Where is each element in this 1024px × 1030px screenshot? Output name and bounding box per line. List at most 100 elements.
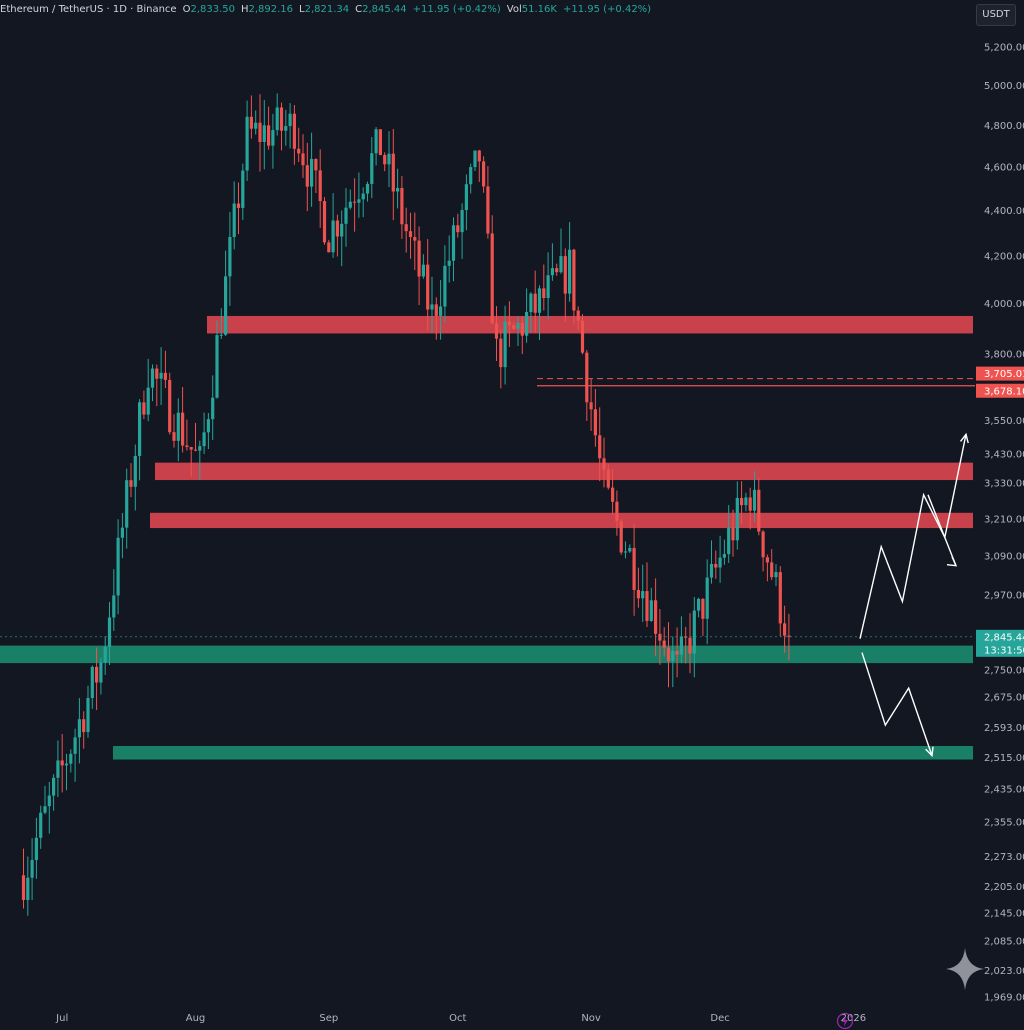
candle-body[interactable] [150,368,155,388]
candle-body[interactable] [628,547,632,552]
candle-body[interactable] [335,220,339,237]
candle-body[interactable] [542,288,546,299]
candle-body[interactable] [748,497,752,511]
candle-body[interactable] [241,170,245,208]
candle-body[interactable] [434,304,438,316]
candle-body[interactable] [163,372,167,380]
support-zone[interactable] [113,745,973,760]
candle-body[interactable] [262,125,266,143]
candle-body[interactable] [641,591,645,599]
candle-body[interactable] [525,312,529,336]
candle-body[interactable] [391,153,395,192]
candle-body[interactable] [757,489,761,532]
candle-body[interactable] [116,537,120,596]
lightning-icon[interactable] [836,1012,854,1030]
candle-body[interactable] [529,293,533,313]
candle-body[interactable] [576,310,580,321]
candle-body[interactable] [56,760,60,778]
bearish-path-arrow[interactable] [861,652,933,756]
candle-body[interactable] [249,116,253,129]
candle-body[interactable] [623,551,628,553]
candle-body[interactable] [181,412,185,446]
candle-body[interactable] [649,600,653,621]
bullish-path-arrow[interactable] [859,434,967,639]
candle-body[interactable] [172,432,176,441]
candle-body[interactable] [47,795,51,807]
candle-body[interactable] [473,150,477,168]
candle-body[interactable] [447,260,451,266]
candle-body[interactable] [198,446,202,451]
candle-body[interactable] [555,268,559,273]
candle-body[interactable] [593,409,597,436]
candle-body[interactable] [292,113,296,149]
candle-body[interactable] [688,637,692,654]
candle-body[interactable] [520,322,524,336]
support-zone[interactable] [0,645,973,664]
candle-body[interactable] [443,265,447,307]
candle-body[interactable] [714,563,718,568]
candle-body[interactable] [408,231,413,238]
candle-body[interactable] [421,264,425,277]
candle-body[interactable] [288,113,292,127]
candle-body[interactable] [138,402,142,456]
candle-body[interactable] [258,122,262,143]
candle-body[interactable] [374,129,378,154]
resistance-zone[interactable] [207,315,973,334]
candle-body[interactable] [413,237,417,241]
candle-body[interactable] [654,600,658,634]
candle-body[interactable] [490,233,494,324]
candle-body[interactable] [64,763,69,766]
candle-body[interactable] [494,323,499,339]
candle-body[interactable] [176,412,180,441]
candle-body[interactable] [301,153,305,166]
candle-body[interactable] [228,236,232,277]
candle-body[interactable] [82,719,86,733]
candle-body[interactable] [125,480,129,528]
candle-body[interactable] [512,325,516,329]
candle-body[interactable] [550,268,554,276]
candle-body[interactable] [310,158,314,187]
candle-body[interactable] [396,187,400,192]
candle-body[interactable] [658,633,662,641]
candle-body[interactable] [254,122,258,129]
candle-body[interactable] [503,321,507,368]
candle-body[interactable] [671,651,675,662]
candle-body[interactable] [611,487,615,502]
candle-body[interactable] [585,352,589,403]
candle-body[interactable] [30,860,34,878]
candle-body[interactable] [697,598,701,611]
candle-body[interactable] [598,435,602,459]
candle-body[interactable] [69,753,73,764]
candle-body[interactable] [456,225,460,233]
symbol-title[interactable]: Ethereum / TetherUS · 1D · Binance [0,4,177,15]
candle-body[interactable] [451,225,456,261]
candle-body[interactable] [516,322,520,329]
candle-body[interactable] [546,275,550,299]
candle-body[interactable] [331,220,335,253]
candle-body[interactable] [589,402,593,410]
candle-body[interactable] [718,557,722,568]
candle-body[interactable] [417,240,421,277]
candle-body[interactable] [499,338,503,368]
candle-body[interactable] [744,497,748,506]
candle-body[interactable] [284,126,288,131]
candle-body[interactable] [645,591,649,621]
candle-body[interactable] [370,153,374,184]
candle-body[interactable] [572,249,576,311]
resistance-zone[interactable] [155,462,973,481]
candle-body[interactable] [477,150,481,162]
candle-body[interactable] [86,698,90,733]
candle-body[interactable] [43,806,47,813]
candle-body[interactable] [400,187,404,225]
candle-body[interactable] [90,666,94,699]
candle-body[interactable] [765,557,769,563]
candle-body[interactable] [735,497,739,541]
candle-body[interactable] [142,402,146,415]
candle-body[interactable] [365,183,370,194]
candle-body[interactable] [318,170,322,202]
candle-body[interactable] [705,577,709,619]
candle-body[interactable] [327,242,331,253]
candle-body[interactable] [39,812,43,838]
candle-body[interactable] [666,647,671,662]
candle-body[interactable] [21,875,26,900]
